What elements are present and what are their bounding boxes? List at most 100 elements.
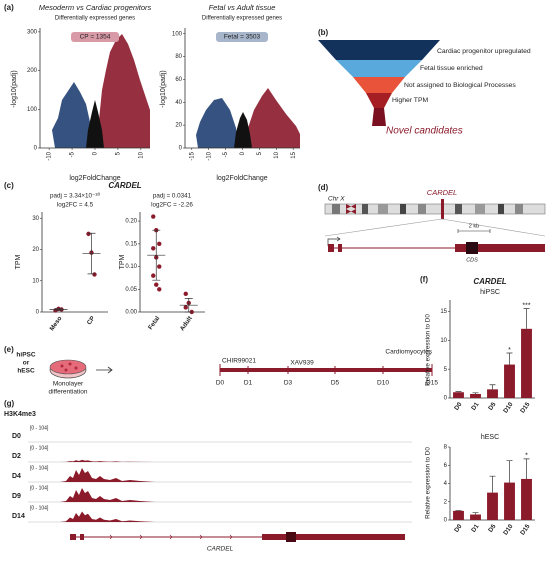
error-bar (523, 308, 530, 329)
y-tick-label: 100 (27, 107, 38, 113)
data-point (86, 231, 91, 237)
data-point (183, 291, 188, 297)
x-tick-label: D0 (453, 523, 464, 534)
y-tick-label: 0.00 (125, 310, 137, 316)
y-tick-label: 80 (175, 54, 182, 60)
error-bar (472, 392, 479, 394)
y-tick-label: 0 (179, 146, 183, 152)
x-tick-label: CP (86, 315, 97, 326)
y-tick-label: 40 (175, 100, 182, 106)
error-bar (54, 308, 63, 311)
funnel-level: Fetal tissue enriched (420, 65, 483, 72)
axis-line (139, 212, 205, 313)
y-tick-label: 0.15 (125, 241, 137, 247)
y-tick-label: 10 (32, 278, 39, 284)
x-tick-label: -15 (189, 151, 195, 160)
y-tick-label: 2 (444, 499, 448, 505)
endpoint-label: Cardiomyocytes (385, 349, 432, 356)
annotation: CP = 1354 (80, 34, 111, 41)
track-signal (60, 488, 155, 502)
annotation-box (216, 32, 268, 42)
error-bar (506, 352, 513, 365)
funnel (318, 40, 440, 126)
cell-label: hiPSC (16, 352, 35, 359)
data-point (151, 273, 156, 278)
chart-title: CARDEL (108, 181, 141, 190)
error-bar (523, 458, 530, 479)
track-label: D2 (12, 453, 21, 460)
x-tick-label: D15 (519, 401, 532, 415)
cell-label: or (23, 360, 30, 367)
y-axis-label: -log10(padj) (160, 70, 167, 107)
annotation: padj = 3.34×10⁻³⁰ (50, 193, 100, 200)
funnel-result: Novel candidates (386, 126, 463, 137)
volcano-subtitle: Differentially expressed genes (55, 16, 135, 22)
significance: * (508, 347, 511, 354)
track-signal (60, 511, 155, 522)
x-tick-label: D1 (470, 523, 481, 534)
error-bar (152, 229, 161, 281)
y-axis-label: TPM (119, 254, 126, 269)
x-tick-label: Adult (179, 314, 194, 332)
y-tick-label: 300 (27, 29, 38, 35)
y-tick-label: 0 (36, 310, 40, 316)
track-range: [0 - 104] (30, 445, 49, 451)
track-label: D0 (12, 433, 21, 440)
scale-label: 2 kb (469, 223, 479, 229)
track-mark: H3K4me3 (4, 411, 36, 418)
data-point (154, 282, 159, 287)
x-tick-label: -5 (223, 151, 229, 157)
x-tick-label: -5 (70, 151, 76, 157)
volcano-subtitle: Differentially expressed genes (202, 16, 282, 22)
cds-label: CDS (466, 257, 478, 263)
bar (521, 478, 532, 520)
x-tick-label: D10 (502, 523, 515, 537)
timepoint: D10 (377, 380, 389, 387)
x-tick-label: 10 (138, 151, 144, 158)
annotation: Fetal = 3503 (224, 34, 261, 41)
y-tick-label: 0 (444, 518, 448, 524)
gene-model (327, 229, 545, 254)
y-tick-label: 200 (27, 68, 38, 74)
track-label: D9 (12, 493, 21, 500)
timepoint: D1 (244, 380, 253, 387)
x-tick-label: -10 (206, 151, 212, 160)
error-bar (489, 384, 496, 390)
track-label: D14 (12, 513, 25, 520)
cell-label: hESC (17, 368, 35, 375)
timepoint: D15 (426, 380, 438, 387)
track-signal (60, 459, 155, 462)
y-tick-label: 60 (175, 77, 182, 83)
gene-label: CARDEL (427, 188, 457, 197)
timeline-tick (219, 364, 433, 376)
x-axis-label: log2FoldChange (216, 175, 267, 182)
point-cloud (52, 34, 300, 148)
y-tick-label: 0.05 (125, 287, 137, 293)
compound-label: XAV939 (290, 360, 314, 367)
track-range: [0 - 104] (30, 425, 49, 431)
error-bar (506, 460, 513, 483)
error-bar (472, 512, 479, 515)
y-tick-label: 6 (444, 463, 448, 469)
y-tick-label: 15 (440, 309, 447, 315)
x-tick-label: 15 (291, 151, 297, 158)
error-bar (184, 298, 193, 313)
gene-model (70, 532, 405, 542)
y-tick-label: 4 (444, 481, 448, 487)
annotation: log2FC = 4.5 (57, 202, 94, 209)
bar (470, 514, 481, 520)
y-tick-label: 0 (444, 396, 448, 402)
y-tick-label: 10 (440, 338, 447, 344)
x-tick-label: D1 (470, 401, 481, 412)
y-tick-label: 0.20 (125, 219, 137, 225)
error-bar (87, 232, 96, 275)
chart-subtitle: hiPSC (480, 289, 500, 296)
panel-label: (b) (318, 28, 329, 37)
timepoint: D3 (284, 380, 293, 387)
bar (521, 328, 532, 398)
timeline (220, 368, 432, 372)
track-range: [0 - 104] (30, 505, 49, 511)
chromosome-label: Chr X (328, 196, 345, 203)
funnel-level: Higher TPM (392, 97, 428, 104)
